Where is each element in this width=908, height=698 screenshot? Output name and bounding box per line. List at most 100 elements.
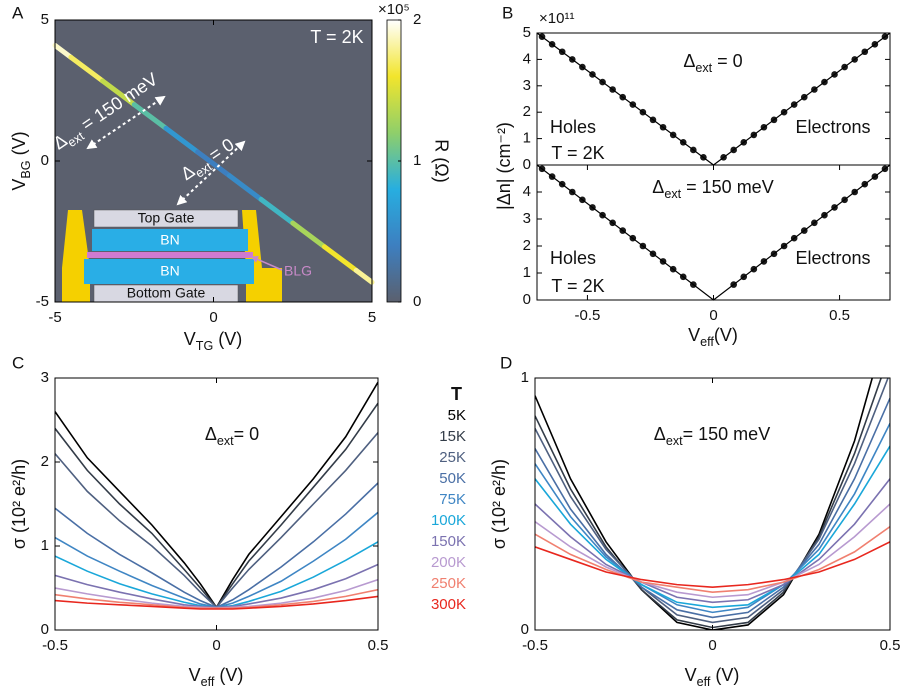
ridge-segment [52, 42, 74, 60]
x-axis-label-part: V [688, 325, 700, 345]
x-tick-label: -0.5 [522, 637, 548, 654]
series-line [535, 378, 874, 630]
series-line [535, 541, 890, 588]
legend-label: 75K [439, 491, 466, 508]
annotation-sub: ext [664, 187, 681, 201]
annotation: Holes [550, 248, 596, 268]
y-axis-label-sub: BG [19, 160, 33, 178]
y-axis-label: σ (10² e²/h) [489, 459, 509, 549]
x-axis-label-part: (V) [214, 665, 243, 685]
x-tick-label: 0.5 [829, 307, 850, 324]
blg-layer [87, 252, 253, 258]
x-axis-label-part: (V) [213, 329, 242, 349]
y-axis-label: VBG (V) [9, 131, 34, 190]
ridge-segment [353, 267, 375, 285]
top-gate [93, 209, 239, 228]
x-tick-label: 0.5 [880, 637, 901, 654]
x-tick-label: 0.5 [368, 637, 389, 654]
y-exponent: ×10¹¹ [539, 10, 574, 27]
y-tick-label: 2 [523, 237, 531, 254]
series-line [55, 595, 378, 610]
y-tick-label: 5 [41, 11, 49, 28]
legend-title: T [451, 384, 462, 404]
annotation: Electrons [795, 117, 870, 137]
legend-label: 150K [431, 533, 466, 550]
inset-label: Top Gate [138, 210, 195, 226]
annotation-part: = 150 meV [681, 177, 774, 197]
series-line [535, 526, 890, 594]
series-line [535, 423, 890, 614]
colorbar-tick-label: 2 [413, 11, 421, 28]
y-tick-label: 1 [523, 264, 531, 281]
annotation-sub: ext [666, 434, 683, 448]
y-tick-label: -5 [36, 293, 49, 310]
panel-letter: C [12, 353, 24, 372]
annotation-part: Δ [654, 424, 666, 444]
x-axis-label: Veff (V) [685, 665, 740, 690]
colorbar-tick-label: 1 [413, 152, 421, 169]
annotation: Δext= 0 [205, 424, 259, 449]
colorbar-tick-label: 0 [413, 293, 421, 310]
x-axis-label: VTG (V) [184, 329, 243, 354]
y-tick-label: 1 [521, 369, 529, 386]
annotation: Holes [550, 117, 596, 137]
axes-frame [54, 377, 379, 631]
annotation-part: Δ [205, 424, 217, 444]
y-tick-label: 3 [523, 210, 531, 227]
series-line [535, 378, 882, 629]
legend-label: 100K [431, 512, 466, 529]
ridge-segment [258, 196, 296, 226]
x-tick-label: 5 [368, 309, 376, 326]
x-tick-label: -0.5 [574, 307, 600, 324]
annotation-part: = 150 meV [683, 424, 771, 444]
x-axis-label: Veff(V) [688, 325, 738, 350]
annotation-part: Δ [683, 51, 695, 71]
ridge-segment [68, 54, 106, 84]
colorbar-label: R (Ω) [431, 139, 451, 182]
x-tick-label: -0.5 [42, 637, 68, 654]
annotation-part: Δ [652, 177, 664, 197]
x-tick-label: 0 [209, 309, 217, 326]
x-tick-label: 0 [709, 307, 717, 324]
y-tick-label: 1 [41, 537, 49, 554]
y-tick-label: 2 [523, 103, 531, 120]
legend-label: 250K [431, 575, 466, 592]
y-tick-label: 4 [523, 183, 531, 200]
x-axis-label-part: V [685, 665, 697, 685]
annotation-part: = 0 [234, 424, 260, 444]
ridge-segment [321, 244, 359, 273]
series-line [535, 478, 890, 604]
series-line [55, 541, 378, 609]
y-tick-label: 0 [523, 291, 531, 308]
series-line [55, 563, 378, 609]
x-axis-label-sub: eff [201, 675, 215, 689]
y-axis-label-part: V [9, 179, 29, 191]
series-line [535, 397, 890, 619]
x-axis-label-sub: eff [697, 675, 711, 689]
y-axis-label-part: (V) [9, 131, 29, 160]
annotation: Δext= 150 meV [654, 424, 770, 449]
inset-label: BN [160, 263, 179, 279]
ridge-segment [290, 220, 327, 250]
plot-area [55, 381, 378, 610]
y-tick-label: 0 [41, 621, 49, 638]
x-tick-label: 0 [212, 637, 220, 654]
series-line [55, 381, 378, 609]
legend-label: 200K [431, 554, 466, 571]
colorbar-exponent: ×10⁵ [378, 1, 410, 18]
series-line [55, 511, 378, 609]
panel-letter: A [12, 3, 24, 22]
y-tick-label: 1 [523, 130, 531, 147]
x-tick-label: 0 [708, 637, 716, 654]
annotation: T = 2K [310, 27, 363, 47]
x-axis-label-sub: TG [196, 339, 214, 353]
device-inset: Top Gate BN BN BLG Bottom Gate [62, 209, 312, 303]
legend-label: 50K [439, 470, 466, 487]
y-tick-label: 0 [523, 156, 531, 173]
x-axis-label-sub: eff [700, 335, 714, 349]
y-axis-label: |Δn| (cm⁻²) [494, 122, 514, 210]
y-tick-label: 0 [41, 152, 49, 169]
legend-label: 15K [439, 428, 466, 445]
